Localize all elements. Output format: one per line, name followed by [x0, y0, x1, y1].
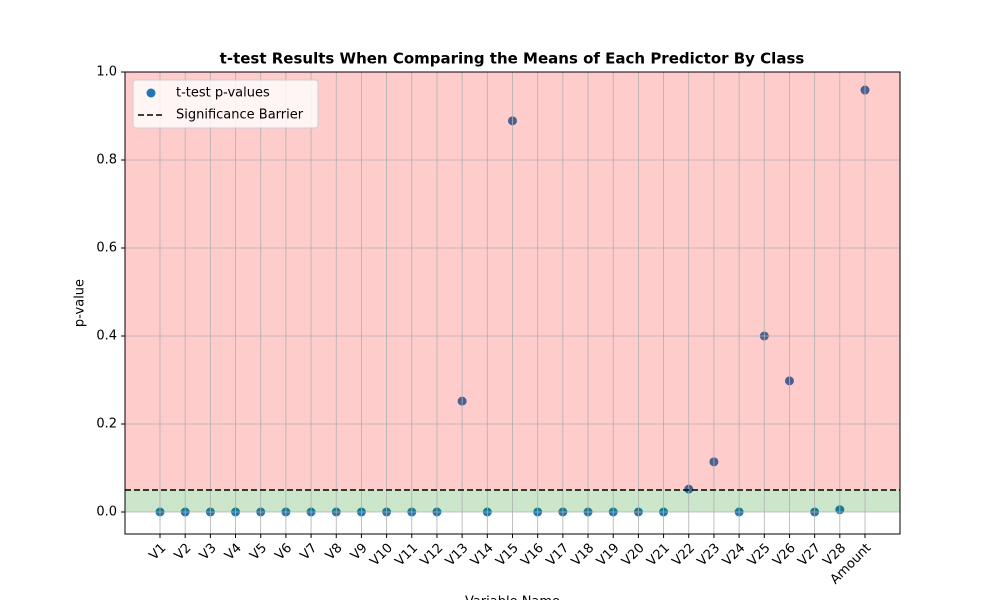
x-tick-label: V2 [172, 541, 195, 564]
x-tick-label: V13 [443, 541, 472, 570]
y-tick-label: 0.6 [96, 241, 117, 256]
x-tick-label: V17 [544, 541, 573, 570]
x-tick-label: V5 [247, 541, 270, 564]
x-tick-label: V19 [594, 541, 623, 570]
legend-marker [146, 88, 156, 98]
x-tick-label: V22 [669, 541, 698, 570]
x-tick-label: V26 [770, 541, 799, 570]
x-axis-label: Variable Name [465, 595, 560, 600]
y-tick-label: 0.0 [96, 505, 117, 520]
x-tick-label: V7 [298, 541, 321, 564]
x-tick-label: V11 [392, 541, 421, 570]
x-tick-label: V12 [418, 541, 447, 570]
y-tick-label: 1.0 [96, 65, 117, 80]
x-tick-label: V8 [323, 541, 346, 564]
legend-box [132, 79, 319, 129]
x-tick-label: V23 [695, 541, 724, 570]
x-tick-label: V14 [468, 541, 497, 570]
y-tick-label: 0.4 [96, 329, 117, 344]
x-tick-label: V1 [147, 541, 170, 564]
x-tick-label: V15 [493, 541, 522, 570]
x-tick-label: V27 [795, 541, 824, 570]
x-tick-label: V4 [222, 541, 245, 564]
x-tick-label: V3 [197, 541, 220, 564]
y-axis-label: p-value [73, 279, 88, 327]
x-tick-label: V20 [619, 541, 648, 570]
y-tick-label: 0.8 [96, 153, 117, 168]
plot-frame [124, 71, 901, 535]
chart-title: t-test Results When Comparing the Means … [220, 50, 805, 68]
x-tick-label: V18 [569, 541, 598, 570]
x-tick-label: V25 [745, 541, 774, 570]
x-tick-label: V10 [367, 541, 396, 570]
x-tick-label: V6 [272, 541, 295, 564]
legend-label: Significance Barrier [176, 108, 304, 123]
x-tick-label: V21 [644, 541, 673, 570]
x-tick-label: V24 [720, 541, 749, 570]
x-tick-label: V16 [518, 541, 547, 570]
y-tick-label: 0.2 [96, 417, 117, 432]
legend-label: t-test p-values [176, 86, 270, 101]
